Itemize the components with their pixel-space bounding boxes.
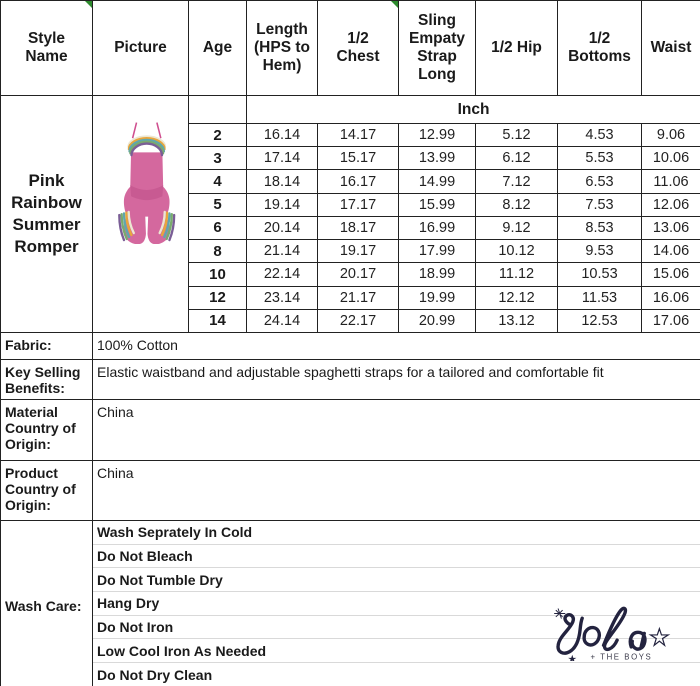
svg-text:+ THE BOYS: + THE BOYS bbox=[591, 652, 653, 661]
